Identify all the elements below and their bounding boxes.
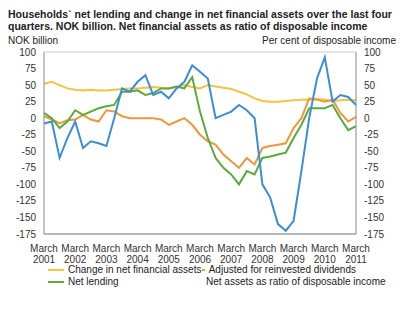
svg-text:50: 50	[364, 80, 376, 91]
svg-text:-100: -100	[364, 179, 384, 190]
svg-text:March2007: March2007	[217, 243, 245, 264]
svg-text:March2003: March2003	[93, 243, 121, 264]
svg-text:-75: -75	[22, 162, 37, 173]
svg-text:March2006: March2006	[186, 243, 214, 264]
svg-text:-175: -175	[364, 229, 384, 240]
svg-text:-25: -25	[22, 129, 37, 140]
html-text:Net assets as ratio of disposa: Net assets as ratio of disposable income	[206, 276, 386, 287]
svg-text:-150: -150	[364, 212, 384, 223]
svg-text:100: 100	[364, 47, 381, 58]
svg-text:March2009: March2009	[280, 243, 308, 264]
svg-text:-150: -150	[16, 212, 36, 223]
svg-text:March2008: March2008	[249, 243, 277, 264]
svg-text:March2005: March2005	[155, 243, 183, 264]
svg-text:-100: -100	[16, 179, 36, 190]
svg-text:0: 0	[364, 113, 370, 124]
svg-text:0: 0	[30, 113, 36, 124]
svg-text:100: 100	[19, 47, 36, 58]
html-text:Change in net financial assets: Change in net financial assets	[68, 264, 202, 275]
svg-text:-50: -50	[22, 146, 37, 157]
svg-text:-50: -50	[364, 146, 379, 157]
svg-text:-125: -125	[364, 195, 384, 206]
html-text:Per cent of disposable income: Per cent of disposable income	[262, 35, 396, 46]
svg-text:March2011: March2011	[342, 243, 370, 264]
svg-text:March2004: March2004	[124, 243, 152, 264]
svg-text:-25: -25	[364, 129, 379, 140]
svg-text:-125: -125	[16, 195, 36, 206]
svg-text:-175: -175	[16, 229, 36, 240]
svg-text:25: 25	[364, 96, 376, 107]
svg-text:March2001: March2001	[30, 243, 58, 264]
html-text:Households` net lending and ch: Households` net lending and change in ne…	[8, 8, 392, 32]
svg-text:March2010: March2010	[311, 243, 339, 264]
svg-text:March2002: March2002	[61, 243, 89, 264]
html-text:Net lending: Net lending	[68, 276, 119, 287]
svg-text:-75: -75	[364, 162, 379, 173]
html-text:Adjusted for reinvested divide: Adjusted for reinvested dividends	[208, 264, 356, 275]
svg-text:50: 50	[25, 80, 37, 91]
html-text:NOK billion: NOK billion	[8, 35, 58, 46]
svg-text:75: 75	[364, 63, 376, 74]
svg-text:75: 75	[25, 63, 37, 74]
svg-text:25: 25	[25, 96, 37, 107]
